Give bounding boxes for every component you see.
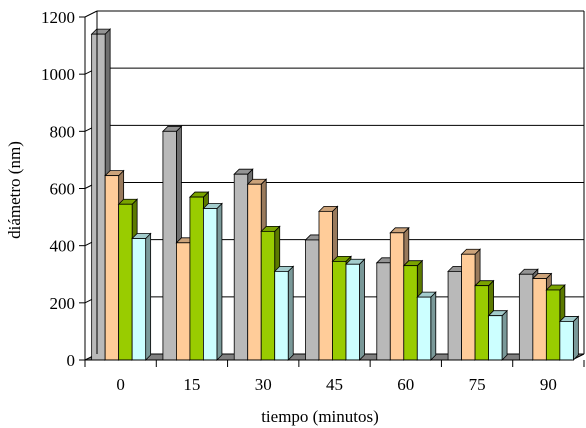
axes-layer <box>79 10 585 367</box>
bars-layer <box>90 28 580 361</box>
y-tick-label: 1000 <box>41 65 75 84</box>
bar-side <box>216 202 223 361</box>
y-tick-label: 200 <box>50 294 76 313</box>
bar <box>131 238 147 361</box>
bar <box>488 315 503 361</box>
bar-side <box>430 291 437 361</box>
bar <box>118 203 133 361</box>
bar <box>532 278 547 361</box>
bar <box>559 321 574 361</box>
bar-side <box>145 232 152 361</box>
bar <box>233 173 249 361</box>
bar <box>318 210 333 361</box>
bar <box>176 242 191 361</box>
x-axis-title: tiempo (minutos) <box>261 407 379 426</box>
labels-layer: 0 200 400 600 800 1000 1200 0 15 30 45 60 75 90 <box>41 8 557 394</box>
bar-side <box>287 265 294 361</box>
bar <box>91 33 106 361</box>
bar <box>332 260 347 361</box>
x-tick-label: 90 <box>540 375 557 394</box>
y-tick-label: 0 <box>67 351 76 370</box>
bar <box>518 273 534 361</box>
y-tick-label: 400 <box>50 237 76 256</box>
gridline-side <box>84 10 98 18</box>
bar <box>447 270 462 361</box>
y-axis-title: diámetro (nm) <box>5 141 24 239</box>
bar <box>203 208 218 361</box>
bar-side <box>572 315 579 361</box>
x-tick-label: 30 <box>255 375 272 394</box>
y-tick-label: 600 <box>50 180 76 199</box>
bar <box>545 289 561 361</box>
bar <box>260 230 276 361</box>
bar <box>389 232 405 361</box>
bar <box>474 285 489 361</box>
bar <box>274 270 289 361</box>
bar <box>403 265 418 361</box>
bar <box>247 183 262 361</box>
y-tick-label: 1200 <box>41 8 75 27</box>
bar <box>416 296 432 361</box>
bar <box>162 130 177 361</box>
bar <box>376 262 391 361</box>
x-tick-label: 60 <box>397 375 414 394</box>
x-tick-label: 45 <box>326 375 343 394</box>
bar <box>104 175 120 361</box>
bar <box>461 253 476 361</box>
bar-side <box>359 258 365 361</box>
bar <box>305 239 320 361</box>
x-tick-label: 15 <box>183 375 200 394</box>
bar-side <box>501 309 508 361</box>
y-tick-label: 800 <box>50 122 76 141</box>
x-tick-label: 0 <box>116 375 125 394</box>
bar <box>345 263 360 361</box>
bar <box>189 196 204 361</box>
x-tick-label: 75 <box>469 375 486 394</box>
